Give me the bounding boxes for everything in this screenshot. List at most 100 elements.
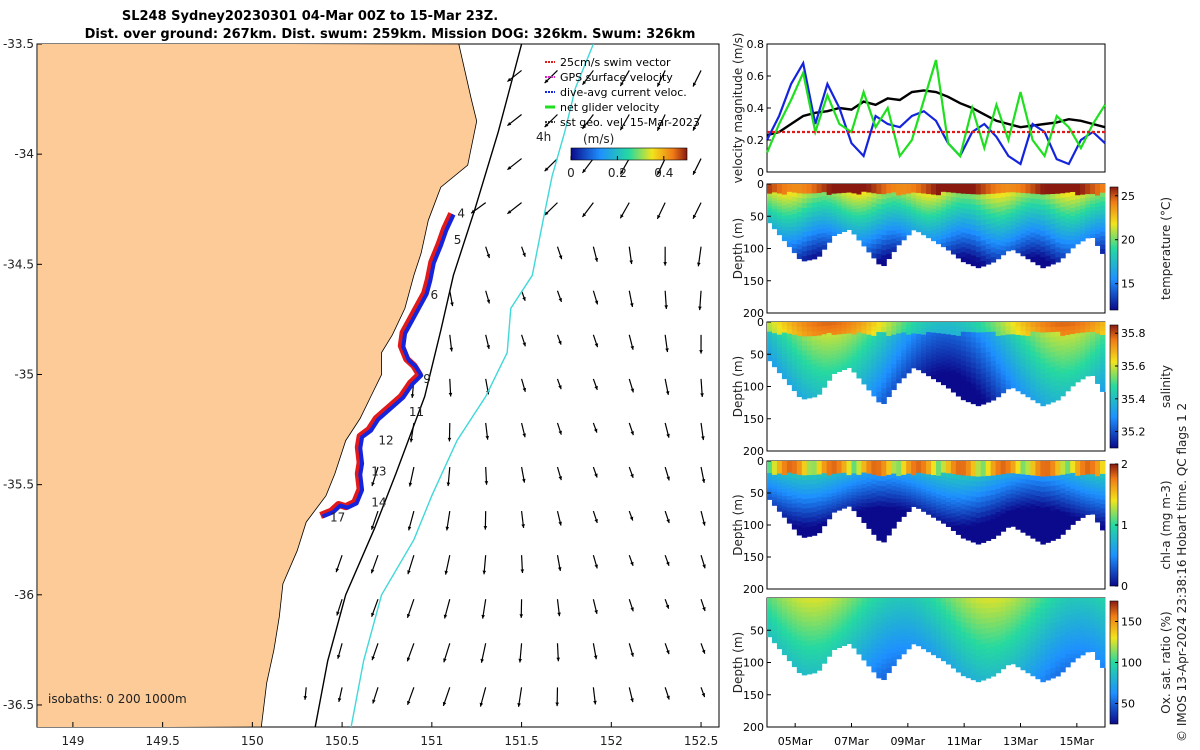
map-x-tick-label: 150: [241, 734, 264, 748]
track-day-label-11: 11: [409, 405, 424, 419]
speed-colorbar-tick-label: 0: [567, 166, 575, 180]
swim-vector-track: [319, 212, 455, 519]
vector-arrow-83: [628, 510, 634, 521]
vector-arrow-7: [544, 114, 558, 128]
vector-arrow-84: [664, 510, 670, 524]
vector-arrow-30: [663, 246, 667, 266]
vector-arrow-102: [519, 599, 524, 618]
vector-arrow-128: [628, 687, 634, 703]
vector-arrow-99: [406, 599, 415, 618]
land-area: [37, 44, 478, 727]
isobath-1000-line: [350, 44, 595, 727]
map-x-tick-label: 151.5: [504, 734, 538, 748]
vector-arrow-54: [628, 378, 635, 393]
vector-arrow-38: [664, 290, 668, 309]
section-colorbar-tick-label: 35.2: [1121, 426, 1146, 439]
vector-arrow-111: [443, 643, 451, 663]
vector-arrow-106: [664, 599, 670, 609]
vector-arrow-93: [592, 554, 598, 569]
vector-arrow-15: [619, 158, 630, 175]
track-day-label-4: 4: [457, 207, 465, 221]
section-y-tick-label: 0: [757, 316, 764, 329]
vector-arrow-66: [371, 466, 379, 487]
section-panel-0: 0 50 100 150 200 Depth (m) 15 20 25 temperature (…: [731, 178, 1173, 320]
vector-arrow-55: [664, 378, 670, 396]
vector-field: [303, 69, 706, 707]
section-panel-1: 0 50 100 150 200 Depth (m) 35.2 35.4 35.6 35.8 sal…: [731, 316, 1173, 458]
vector-arrow-21: [582, 202, 594, 218]
vector-arrow-118: [700, 643, 706, 654]
track-day-label-17: 17: [330, 511, 345, 525]
vector-arrow-98: [371, 599, 379, 617]
map-y-tick-label: -34.5: [3, 257, 34, 271]
section-colorbar-tick-label: 35.6: [1121, 360, 1146, 373]
vector-arrow-32: [449, 290, 454, 307]
vector-arrow-86: [335, 554, 343, 573]
vector-arrow-52: [556, 378, 562, 390]
vector-arrow-75: [700, 466, 706, 484]
section-ylabel-2: Depth (m): [731, 494, 745, 555]
vector-arrow-119: [303, 687, 308, 700]
legend-entry-gps: GPS surface velocity: [560, 71, 673, 84]
vector-arrow-25: [485, 246, 491, 259]
velocity-ylabel: velocity magnitude (m/s): [731, 33, 745, 184]
title-line-2: Dist. over ground: 267km. Dist. swum: 25…: [85, 27, 696, 42]
vector-arrow-58: [447, 422, 452, 442]
section-y-tick-label: 200: [743, 721, 764, 734]
track-day-labels: 4 5 6 9 11 12 13 14 17: [330, 207, 465, 525]
legend-entry-current: dive-avg current veloc.: [560, 86, 687, 99]
vector-arrow-90: [482, 555, 487, 575]
vector-arrow-80: [520, 511, 525, 529]
section-colorbar-0: [1109, 186, 1119, 311]
vector-arrow-13: [544, 158, 558, 172]
track-day-label-14: 14: [371, 495, 386, 509]
vector-arrow-36: [592, 290, 599, 305]
section-colorbar-label-1: salinity: [1159, 365, 1173, 408]
vector-arrow-63: [628, 422, 634, 436]
section-cells-1: [767, 322, 1106, 407]
section-panel-3: 50 100 150 200 Depth (m) 50 100 150 Ox. sat. rat…: [731, 597, 1173, 748]
vector-arrow-116: [628, 643, 634, 657]
vector-arrow-112: [480, 643, 487, 663]
track-day-label-5: 5: [454, 233, 462, 247]
vector-arrow-109: [371, 643, 379, 661]
vector-arrow-35: [556, 290, 563, 303]
section-y-tick-label: 0: [757, 178, 764, 191]
track-day-label-9: 9: [423, 372, 431, 386]
vector-arrow-44: [592, 334, 599, 348]
vector-arrow-103: [556, 599, 561, 617]
section-y-tick-label: 0: [757, 455, 764, 468]
dive-avg-current-track: [321, 213, 456, 519]
section-y-tick-label: 100: [743, 243, 764, 256]
vector-arrow-61: [556, 422, 562, 435]
vector-arrow-34: [521, 290, 526, 302]
isobath-200-line: [314, 44, 523, 727]
velocity-ticks: 0 0.2 0.4 0.6 0.8: [747, 38, 771, 179]
velocity-series-0: [766, 89, 1106, 137]
vector-arrow-59: [485, 422, 490, 440]
vector-arrow-114: [556, 643, 561, 662]
section-colorbar-tick-label: 15: [1121, 278, 1135, 291]
vector-arrow-41: [485, 334, 491, 350]
vector-arrow-113: [518, 643, 523, 663]
section-colorbar-tick-label: 35.4: [1121, 393, 1146, 406]
vector-arrow-96: [700, 554, 706, 569]
vector-arrow-23: [656, 202, 666, 220]
vector-arrow-65: [700, 422, 705, 441]
section-colorbar-tick-label: 35.8: [1121, 327, 1146, 340]
vector-arrow-56: [700, 378, 704, 398]
map-y-tick-label: -36: [14, 588, 34, 602]
vector-arrow-24: [692, 202, 702, 220]
map-y-tick-label: -35.5: [3, 478, 34, 492]
vector-arrow-2: [582, 70, 594, 86]
vector-arrow-10: [656, 114, 666, 131]
vector-arrow-76: [370, 510, 379, 530]
vector-arrow-94: [628, 554, 634, 567]
section-x-tick-label: 15Mar: [1059, 735, 1094, 748]
vector-arrow-46: [664, 334, 669, 353]
vector-arrow-3: [619, 70, 630, 87]
vector-arrow-4: [656, 70, 666, 87]
map-x-tick-label: 151: [420, 734, 443, 748]
section-cells-0: [767, 184, 1106, 269]
